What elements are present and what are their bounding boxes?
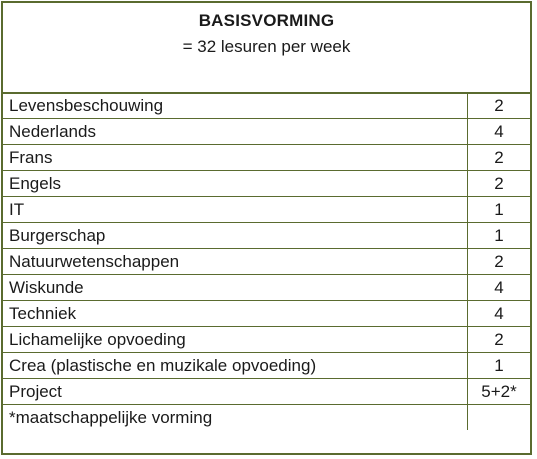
table-subtitle: = 32 lesuren per week (182, 37, 351, 56)
subject-cell: Nederlands (3, 118, 467, 145)
subject-cell: Techniek (3, 300, 467, 327)
subject-cell: Frans (3, 144, 467, 171)
hours-cell: 4 (466, 118, 531, 145)
hours-cell: 2 (466, 248, 531, 275)
subject-cell: Project (3, 378, 467, 405)
subject-cell: Crea (plastische en muzikale opvoeding) (3, 352, 467, 379)
footnote-cell: *maatschappelijke vorming (3, 404, 467, 430)
basisvorming-table: BASISVORMING = 32 lesuren per week Leven… (1, 1, 532, 455)
hours-cell: 1 (466, 196, 531, 223)
table-row: Natuurwetenschappen 2 (3, 248, 531, 275)
header-divider (3, 92, 530, 94)
hours-cell: 1 (466, 222, 531, 249)
table-row: Levensbeschouwing 2 (3, 94, 531, 119)
hours-cell: 2 (466, 170, 531, 197)
table-row: Techniek 4 (3, 300, 531, 327)
table-title: BASISVORMING (198, 11, 335, 30)
hours-cell: 5+2* (466, 378, 531, 405)
hours-cell: 2 (466, 94, 531, 119)
table-row: Burgerschap 1 (3, 222, 531, 249)
subjects-table: Levensbeschouwing 2 Nederlands 4 Frans 2… (3, 94, 531, 430)
table-row: Wiskunde 4 (3, 274, 531, 301)
hours-cell: 4 (466, 300, 531, 327)
table-row: Frans 2 (3, 144, 531, 171)
hours-cell: 2 (466, 326, 531, 353)
subject-cell: Burgerschap (3, 222, 467, 249)
table-row: Crea (plastische en muzikale opvoeding) … (3, 352, 531, 379)
table-header: BASISVORMING = 32 lesuren per week (3, 3, 530, 92)
hours-cell (466, 404, 531, 430)
subject-cell: Wiskunde (3, 274, 467, 301)
hours-cell: 1 (466, 352, 531, 379)
table-row: *maatschappelijke vorming (3, 404, 531, 430)
table-row: Lichamelijke opvoeding 2 (3, 326, 531, 353)
hours-cell: 2 (466, 144, 531, 171)
hours-cell: 4 (466, 274, 531, 301)
subject-cell: Engels (3, 170, 467, 197)
subject-cell: IT (3, 196, 467, 223)
subject-cell: Lichamelijke opvoeding (3, 326, 467, 353)
subject-cell: Natuurwetenschappen (3, 248, 467, 275)
table-row: Project 5+2* (3, 378, 531, 405)
table-row: IT 1 (3, 196, 531, 223)
subject-cell: Levensbeschouwing (9, 96, 164, 115)
table-row: Engels 2 (3, 170, 531, 197)
table-row: Nederlands 4 (3, 118, 531, 145)
